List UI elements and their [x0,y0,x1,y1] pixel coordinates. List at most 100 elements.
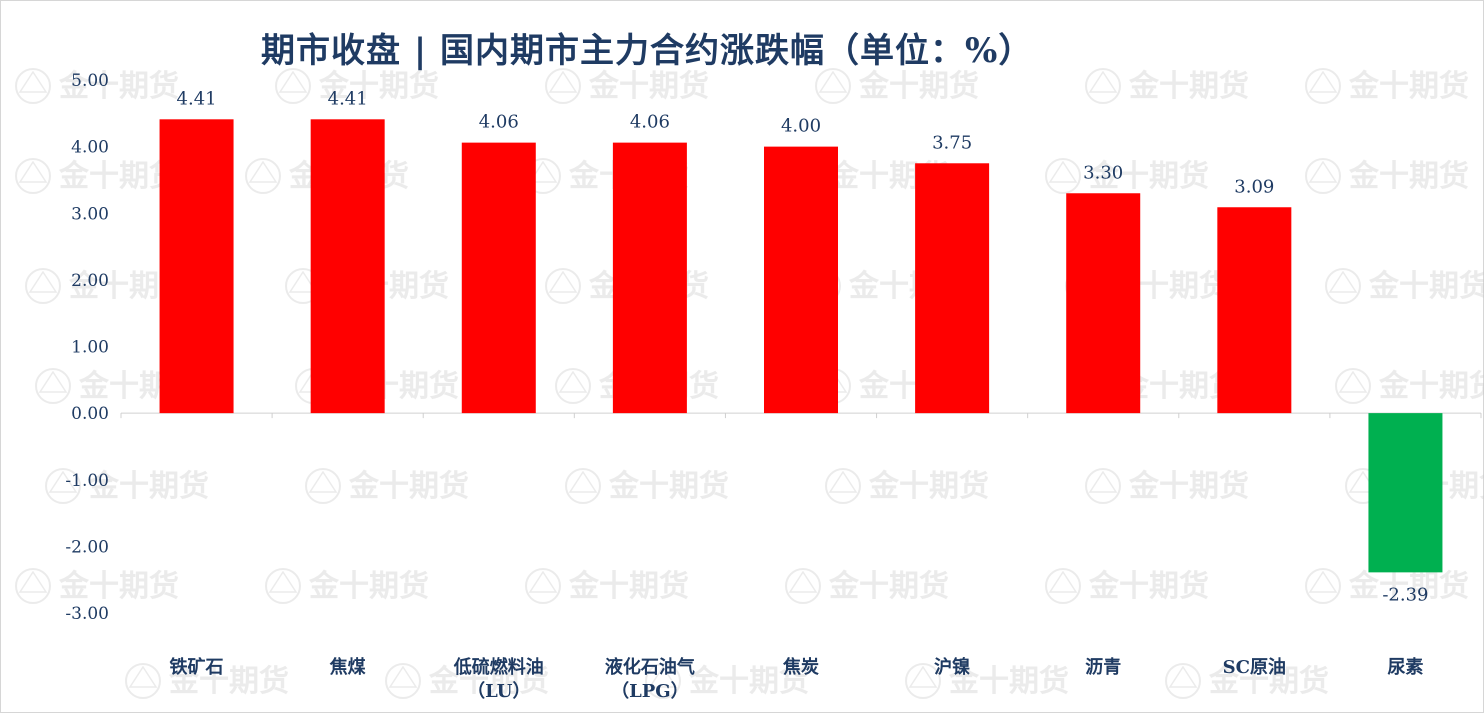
bars-layer [159,119,1443,573]
watermark-logo-icon [568,470,598,493]
watermark-logo-icon [548,70,578,93]
watermark: 金十期货 [1335,368,1484,404]
watermark-logo-icon [1308,570,1338,593]
data-label: 3.75 [932,132,972,153]
watermark-logo-icon [38,370,68,393]
x-tick-label: 沥青 [1085,657,1121,678]
watermark-logo-icon [288,270,318,293]
watermark-logo-icon [275,68,311,104]
data-label: -2.39 [1382,584,1428,605]
watermark-logo-icon [28,270,58,293]
watermark-text: 金十期货 [348,469,469,504]
watermark-logo-icon [1168,665,1198,688]
x-tick-label: 焦煤 [329,656,366,678]
watermark-logo-icon [385,663,421,699]
watermark-logo-icon [388,665,418,688]
watermark-logo-icon [1305,568,1341,604]
x-tick-label: 低硫燃料油 [453,656,544,678]
watermark: 金十期货 [15,158,179,194]
bar [1217,207,1292,414]
watermark-logo-icon [1085,468,1121,504]
watermark-text: 金十期货 [168,664,289,699]
watermark-text: 金十期货 [828,569,949,604]
watermark: 金十期货 [265,568,429,604]
watermark: 金十期货 [545,68,709,104]
bar [612,142,687,414]
watermark-logo-icon [15,158,51,194]
y-tick-label: 2.00 [71,271,109,291]
watermark-text: 金十期货 [1348,569,1469,604]
watermark-logo-icon [545,68,581,104]
bar [159,119,234,414]
watermark-text: 金十期货 [1368,269,1484,304]
watermark-logo-icon [525,568,561,604]
watermark-logo-icon [265,568,301,604]
data-label: 3.09 [1234,176,1274,197]
watermark-logo-icon [1165,663,1201,699]
x-tick-label: SC原油 [1223,656,1286,678]
watermark-logo-icon [305,468,341,504]
watermark-text: 金十期货 [1208,664,1329,699]
watermark-logo-icon [1308,160,1338,183]
watermark-logo-icon [558,370,588,393]
watermark-logo-icon [905,663,941,699]
watermark: 金十期货 [785,568,949,604]
y-tick-label: 0.00 [71,404,109,424]
watermark-logo-icon [788,570,818,593]
bar [1066,193,1141,414]
watermark-logo-icon [245,158,281,194]
watermark-text: 金十期货 [858,69,979,104]
watermark: 金十期货 [1085,68,1249,104]
data-label: 4.06 [479,112,519,133]
watermark-logo-icon [1308,70,1338,93]
watermark-logo-icon [528,570,558,593]
watermark-logo-icon [528,160,558,183]
watermark-text: 金十期货 [58,569,179,604]
watermark-text: 金十期货 [1348,69,1469,104]
watermark-text: 金十期货 [1128,469,1249,504]
x-tick-label: 铁矿石 [170,656,224,678]
watermark-text: 金十期货 [1088,159,1209,194]
data-label: 4.41 [177,88,217,109]
watermark-logo-icon [1048,570,1078,593]
watermark-logo-icon [18,70,48,93]
watermark-logo-icon [648,665,678,688]
watermark: 金十期货 [1305,68,1469,104]
watermark-logo-icon [15,68,51,104]
watermark-text: 金十期货 [58,69,179,104]
watermark-text: 金十期货 [58,159,179,194]
category-labels-layer: 铁矿石 焦煤 低硫燃料油 （LU） 液化石油气 （LPG） 焦炭 沪镍 沥青 SC原油 尿素 [170,656,1424,702]
watermark-logo-icon [818,70,848,93]
watermark: 金十期货 [825,468,989,504]
watermark: 金十期货 [275,68,439,104]
watermark: 金十期货 [905,663,1069,699]
watermark: 金十期货 [125,663,289,699]
watermark-text: 金十期货 [1128,69,1249,104]
watermark-logo-icon [278,70,308,93]
x-tick-label: 焦炭 [782,656,819,678]
watermark-logo-icon [1048,160,1078,183]
watermark-logo-icon [125,663,161,699]
x-tick-label: 尿素 [1387,657,1423,678]
watermark-logo-icon [1088,70,1118,93]
watermark-logo-icon [555,368,591,404]
watermark: 金十期货 [1085,468,1249,504]
watermark: 金十期货 [815,68,979,104]
watermark: 金十期货 [565,468,729,504]
watermark-logo-icon [18,160,48,183]
watermark-logo-icon [828,470,858,493]
watermark: 金十期货 [385,663,549,699]
bar [310,119,385,414]
watermark: 金十期货 [15,568,179,604]
watermark-logo-icon [1085,68,1121,104]
watermark: 金十期货 [1305,158,1469,194]
watermark: 金十期货 [525,568,689,604]
watermark-text: 金十期货 [308,569,429,604]
bar [764,146,838,414]
watermark: 金十期货 [1045,158,1209,194]
y-tick-label: -3.00 [65,604,109,624]
value-labels-layer: 4.41 4.41 4.06 4.06 4.00 3.75 3.30 3.09 -2.39 [177,88,1429,605]
watermark: 金十期货 [1045,568,1209,604]
data-label: 4.00 [781,116,821,137]
y-tick-label: 3.00 [71,204,109,224]
